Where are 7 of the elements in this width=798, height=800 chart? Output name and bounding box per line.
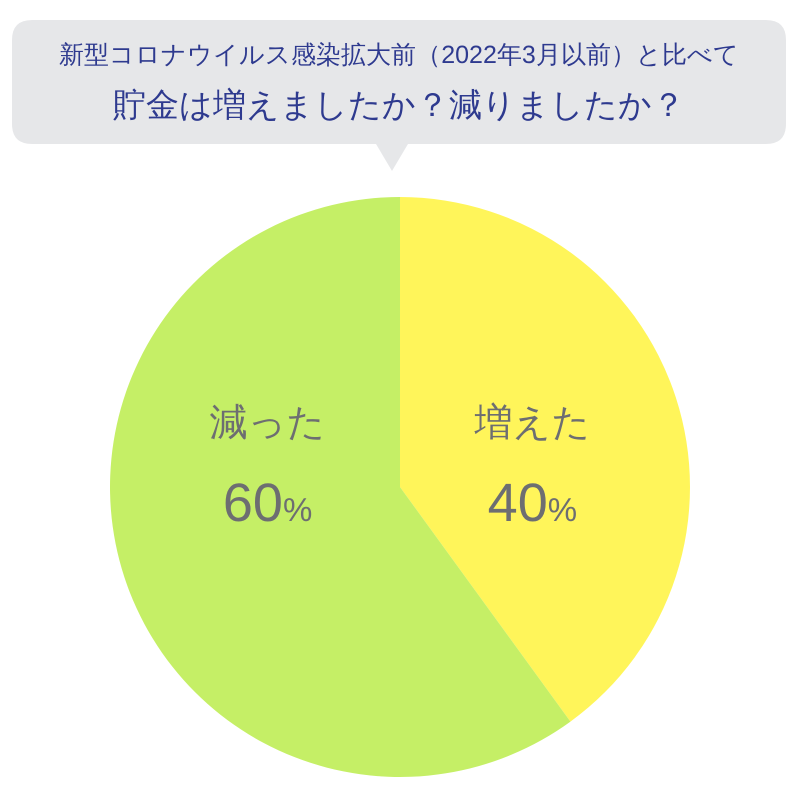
slice-label: 減った — [210, 402, 326, 444]
pie-slice — [400, 197, 690, 722]
data-label: 40% — [488, 473, 578, 533]
chart-title: 貯金は増えましたか？減りましたか？ — [113, 86, 685, 123]
chart-subtitle: 新型コロナウイルス感染拡大前（2022年3月以前）と比べて — [59, 41, 739, 69]
data-label: 60% — [222, 473, 312, 533]
slice-label: 増えた — [473, 402, 590, 444]
